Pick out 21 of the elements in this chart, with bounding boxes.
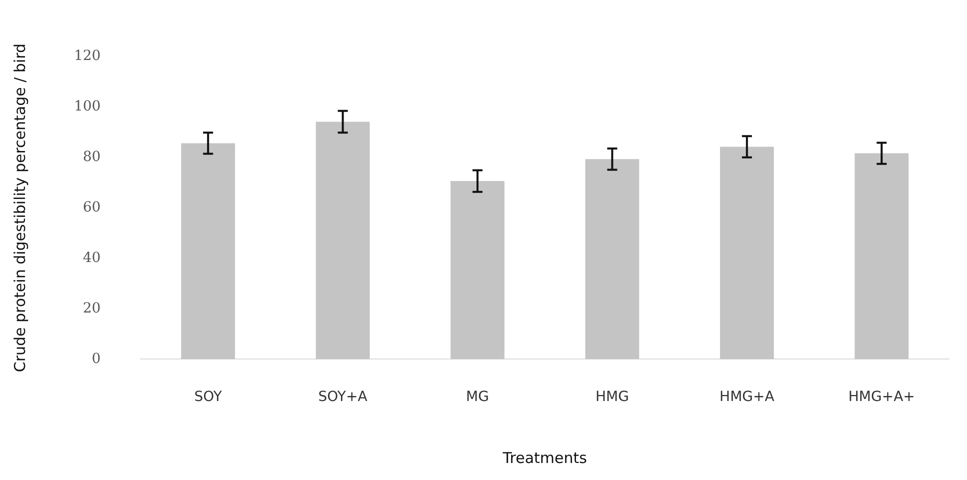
bar	[720, 146, 774, 360]
y-axis-title: Crude protein digestibility percentage / bird	[10, 43, 29, 372]
x-tick-label: HMG	[595, 389, 629, 406]
bar	[585, 159, 640, 360]
y-tick-label: 80	[82, 148, 101, 165]
x-tick-label: HMG+A	[720, 389, 775, 406]
bar	[854, 153, 909, 360]
y-tick-label: 120	[74, 48, 101, 64]
x-tick-label: SOY+A	[318, 389, 368, 406]
bar	[316, 122, 370, 360]
x-tick-label: HMG+A+	[848, 389, 915, 406]
y-tick-label: 100	[74, 98, 101, 115]
x-axis-title: Treatments	[502, 448, 588, 467]
y-tick-label: 20	[82, 300, 101, 316]
y-tick-label: 60	[82, 199, 101, 216]
y-tick-label: 0	[92, 350, 101, 367]
bar	[181, 143, 236, 360]
x-tick-label: SOY	[194, 389, 222, 406]
x-tick-label: MG	[466, 389, 489, 406]
y-tick-label: 40	[82, 250, 101, 266]
bar	[450, 181, 504, 360]
